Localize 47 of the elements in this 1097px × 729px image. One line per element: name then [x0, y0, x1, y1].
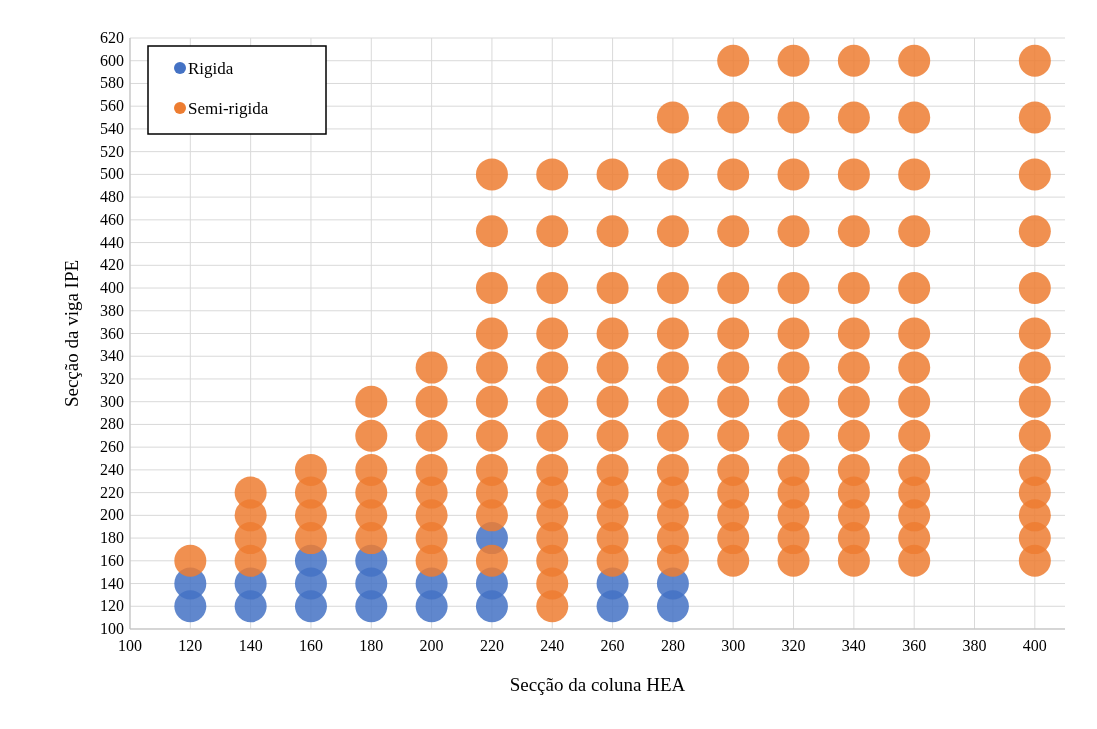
y-tick-label: 340	[100, 347, 124, 365]
y-tick-label: 460	[100, 210, 124, 228]
x-tick-label: 320	[781, 637, 806, 654]
legend-label: Rigida	[188, 59, 234, 78]
x-tick-label: 400	[1022, 637, 1047, 654]
y-tick-label: 440	[100, 233, 124, 251]
y-tick-label: 140	[100, 574, 124, 592]
x-tick-label: 120	[178, 637, 203, 654]
x-tick-label: 260	[600, 637, 625, 654]
x-tick-label: 340	[841, 637, 866, 654]
x-axis-title: Secção da coluna HEA	[509, 674, 686, 695]
x-tick-label: 100	[118, 637, 142, 654]
legend-label: Semi-rigida	[188, 99, 269, 118]
y-tick-label: 160	[100, 551, 124, 569]
y-tick-label: 220	[100, 483, 124, 501]
x-tick-label: 140	[238, 637, 263, 654]
y-tick-label: 300	[100, 392, 124, 410]
y-tick-label: 240	[100, 460, 124, 478]
x-tick-label: 380	[962, 637, 987, 654]
y-tick-label: 200	[100, 506, 124, 524]
y-tick-label: 120	[100, 597, 124, 615]
x-tick-label: 240	[540, 637, 565, 654]
y-tick-label: 420	[100, 256, 124, 274]
y-tick-label: 480	[100, 188, 124, 206]
y-tick-label: 320	[100, 369, 124, 387]
y-tick-label: 260	[100, 438, 124, 456]
y-axis-title: Secção da viga IPE	[61, 259, 82, 408]
y-tick-label: 380	[100, 301, 124, 319]
y-tick-label: 600	[100, 51, 124, 69]
y-tick-label: 520	[100, 142, 124, 160]
x-tick-label: 280	[660, 637, 685, 654]
y-tick-label: 560	[100, 97, 124, 115]
x-tick-label: 200	[419, 637, 444, 654]
y-tick-label: 620	[100, 29, 124, 46]
x-tick-label: 300	[721, 637, 746, 654]
y-tick-label: 400	[100, 279, 124, 297]
x-tick-label: 180	[359, 637, 384, 654]
x-tick-label: 160	[298, 637, 323, 654]
y-tick-label: 540	[100, 119, 124, 137]
y-tick-label: 100	[100, 620, 124, 637]
x-tick-label: 360	[902, 637, 927, 654]
y-tick-label: 500	[100, 165, 124, 183]
y-tick-label: 280	[100, 415, 124, 433]
y-tick-label: 580	[100, 74, 124, 92]
y-tick-label: 360	[100, 324, 124, 342]
x-tick-label: 220	[479, 637, 504, 654]
y-tick-label: 180	[100, 529, 124, 547]
